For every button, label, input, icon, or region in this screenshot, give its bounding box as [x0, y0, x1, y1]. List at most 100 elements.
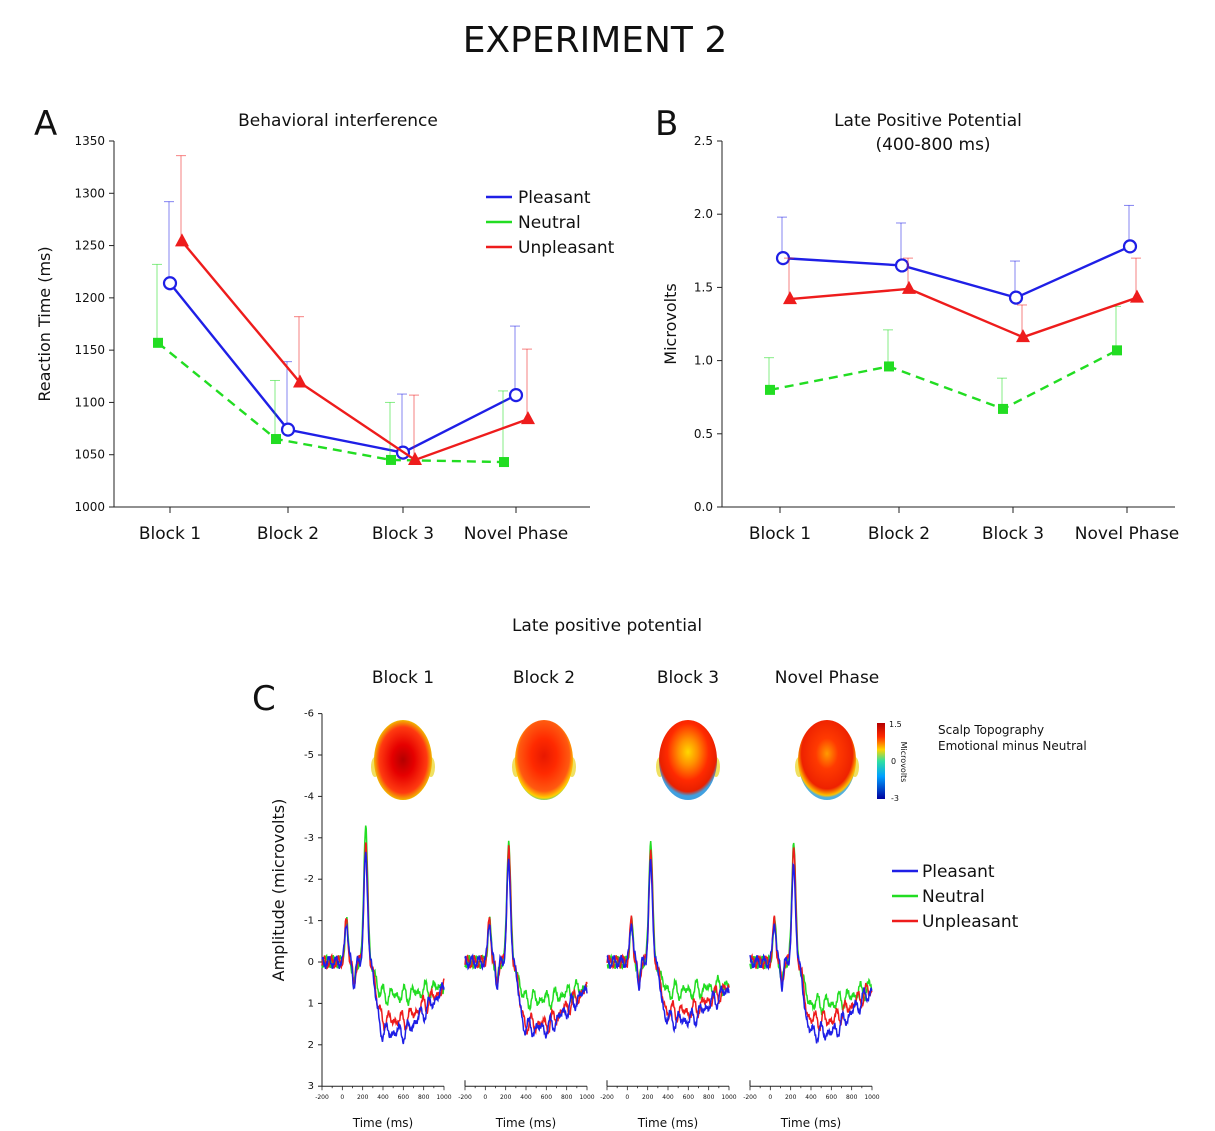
data-point-pleasant [162, 276, 178, 291]
amplitude-tick-label: 1 [308, 998, 314, 1009]
y-axis-label: Microvolts [661, 283, 680, 364]
panel-a-letter: A [34, 104, 57, 144]
data-point-unpleasant [293, 374, 307, 388]
x-tick-label-block-1: Block 1 [749, 524, 811, 544]
figure-title: EXPERIMENT 2 [463, 20, 728, 61]
y-tick-label: 1300 [74, 186, 105, 200]
data-point-neutral [271, 434, 281, 445]
y-tick-label: 1000 [74, 500, 105, 514]
legend-label-neutral: Neutral [518, 213, 581, 233]
panel-a-chart: 1000 1050 1100 1150 1200 1250 1300 1350 Block 1 B… [35, 134, 615, 544]
x-tick-label-novel-phase: Novel Phase [1075, 524, 1180, 544]
time-axis-label: Time (ms) [780, 1116, 842, 1130]
amplitude-tick-label: -6 [304, 709, 314, 720]
time-tick-label: 600 [683, 1094, 695, 1101]
x-tick-label-novel-phase: Novel Phase [464, 524, 569, 544]
erp-wave-neutral [321, 825, 445, 1006]
panel-b-subtitle: (400-800 ms) [875, 135, 990, 155]
subplot-title-novel-phase: Novel Phase [775, 668, 880, 688]
amplitude-tick-label: 3 [308, 1081, 314, 1092]
time-tick-label: 0 [340, 1094, 344, 1101]
time-tick-label: -200 [458, 1094, 472, 1101]
time-tick-label: 400 [520, 1094, 532, 1101]
data-point-neutral [386, 454, 396, 465]
erp-wave-pleasant [464, 858, 588, 1039]
time-tick-label: 1000 [436, 1094, 451, 1101]
topo-head-block-2 [512, 720, 576, 800]
time-tick-label: 600 [398, 1094, 410, 1101]
erp-subplot-block-1: -200 0 200 400 600 800 1000 Time (ms) Block 1 [315, 668, 452, 1130]
erp-legend-label-unpleasant: Unpleasant [922, 912, 1019, 932]
scalp-topography-group: 1.5 0 -3 Microvolts Scalp Topography Emo… [371, 720, 1087, 803]
amplitude-axis-label: Amplitude (microvolts) [269, 799, 288, 982]
time-tick-label: 200 [357, 1094, 369, 1101]
time-tick-label: 200 [500, 1094, 512, 1101]
colorbar-tick-zero: 0 [891, 757, 896, 766]
data-point-neutral [1112, 345, 1122, 356]
erp-subplot-novel-phase: -200 0 200 400 600 800 1000 Time (ms) Novel Phas… [743, 668, 880, 1130]
data-point-neutral [153, 337, 163, 348]
time-axis-label: Time (ms) [495, 1116, 557, 1130]
topo-head-novel-phase [795, 720, 859, 800]
panel-b-letter: B [655, 104, 678, 144]
topo-head-block-3 [656, 720, 720, 800]
subplot-title-block-2: Block 2 [513, 668, 575, 688]
erp-wave-neutral [606, 841, 730, 1002]
panel-c-title: Late positive potential [512, 616, 702, 636]
panel-c-chart: -6 -5 -4 -3 -2 -1 0 1 2 3 Amplitude (microvolts) -2… [269, 668, 1019, 1130]
time-tick-label: 0 [768, 1094, 772, 1101]
y-tick-label: 0.5 [694, 427, 713, 441]
erp-wave-unpleasant [464, 845, 588, 1036]
data-point-neutral [884, 361, 894, 372]
time-axis-label: Time (ms) [637, 1116, 699, 1130]
erp-subplot-block-3: -200 0 200 400 600 800 1000 Time (ms) Block 3 [600, 668, 737, 1130]
time-tick-label: -200 [600, 1094, 614, 1101]
time-tick-label: 600 [826, 1094, 838, 1101]
topography-label-1: Scalp Topography [938, 723, 1044, 737]
y-tick-label: 1.5 [694, 280, 713, 294]
subplot-title-block-1: Block 1 [372, 668, 434, 688]
legend-label-unpleasant: Unpleasant [518, 238, 615, 258]
series-line-unpleasant [789, 287, 1138, 339]
erp-wave-pleasant [749, 862, 873, 1044]
time-tick-label: -200 [743, 1094, 757, 1101]
colorbar-tick-max: 1.5 [889, 720, 902, 729]
data-point-pleasant [508, 388, 524, 403]
data-point-pleasant [1008, 290, 1024, 305]
y-tick-label: 0.0 [694, 500, 713, 514]
x-tick-label-block-3: Block 3 [372, 524, 434, 544]
topo-head-block-1 [371, 720, 435, 800]
colorbar-tick-min: -3 [891, 794, 899, 803]
amplitude-tick-label: -1 [304, 916, 314, 927]
panel-c-letter: C [252, 679, 276, 719]
time-tick-label: 0 [625, 1094, 629, 1101]
time-tick-label: 600 [541, 1094, 553, 1101]
erp-wave-neutral [749, 842, 873, 1016]
data-point-neutral [765, 384, 775, 395]
y-tick-label: 1050 [74, 448, 105, 462]
time-tick-label: 800 [418, 1094, 430, 1101]
series-line-unpleasant [181, 240, 529, 462]
erp-wave-unpleasant [606, 849, 730, 1023]
panel-b-chart: 0.0 0.5 1.0 1.5 2.0 2.5 Block 1 Block 2 Block 3 N… [661, 134, 1179, 544]
erp-wave-pleasant [606, 859, 730, 1034]
colorbar-label: Microvolts [899, 742, 908, 783]
series-line-neutral [769, 349, 1118, 411]
time-tick-label: 400 [805, 1094, 817, 1101]
time-tick-label: 800 [703, 1094, 715, 1101]
time-tick-label: 800 [561, 1094, 573, 1101]
time-tick-label: 200 [785, 1094, 797, 1101]
time-tick-label: 1000 [864, 1094, 879, 1101]
erp-legend-label-neutral: Neutral [922, 887, 985, 907]
data-point-unpleasant [1130, 289, 1144, 303]
amplitude-tick-label: 0 [308, 957, 314, 968]
time-tick-label: 200 [642, 1094, 654, 1101]
panel-a-title: Behavioral interference [238, 111, 438, 131]
time-tick-label: 1000 [721, 1094, 736, 1101]
time-tick-label: 1000 [579, 1094, 594, 1101]
erp-wave-unpleasant [321, 842, 445, 1031]
topography-label-2: Emotional minus Neutral [938, 739, 1087, 753]
data-point-neutral [499, 457, 509, 468]
y-tick-label: 1350 [74, 134, 105, 148]
